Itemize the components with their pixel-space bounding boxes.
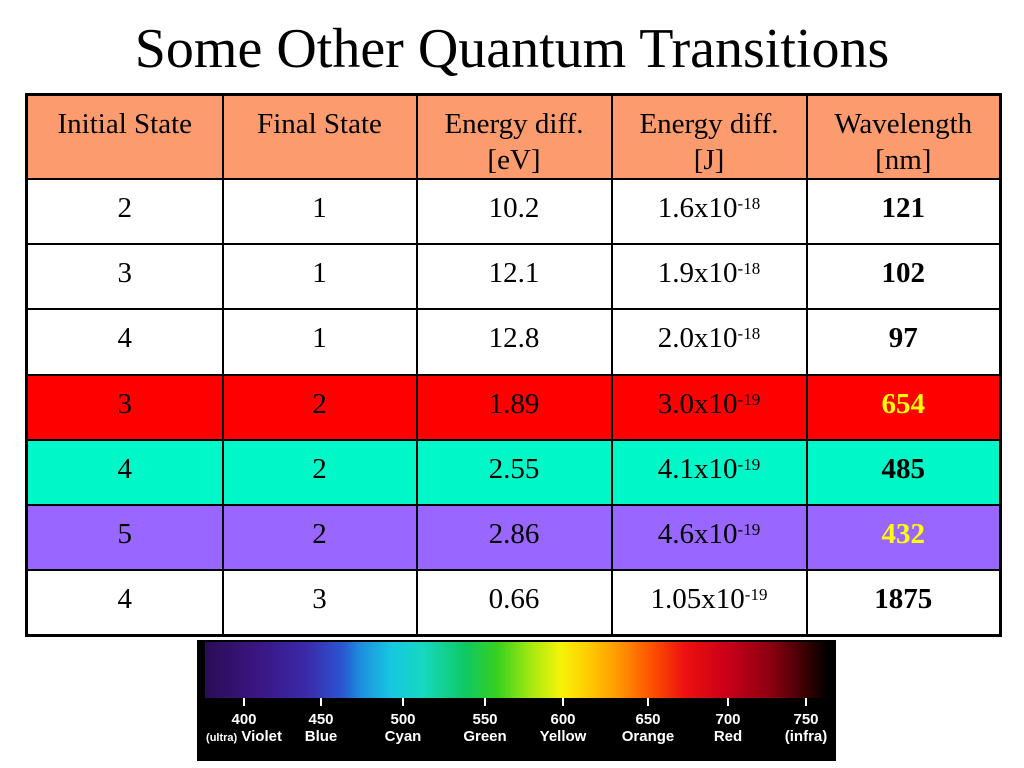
cell-wavelength: 654 <box>805 373 1002 441</box>
cell-final-state: 2 <box>221 504 418 572</box>
cell-wavelength: 102 <box>805 243 1002 311</box>
spectrum-label: 700 Red <box>713 711 743 745</box>
spectrum-tick <box>727 698 729 706</box>
spectrum-label: 650 Orange <box>621 711 675 745</box>
spectrum-gradient-bar <box>205 642 828 698</box>
table-row: 4 2 2.55 4.1x10-19 485 <box>25 438 1002 507</box>
cell-energy-ev: 2.55 <box>415 438 613 507</box>
table-row: 3 2 1.89 3.0x10-19 654 <box>25 373 1002 441</box>
cell-energy-ev: 0.66 <box>415 569 613 637</box>
cell-energy-j: 2.0x10-18 <box>610 308 808 376</box>
spectrum-label: 600 Yellow <box>539 711 587 745</box>
spectrum-label: 750 (infra) <box>784 711 828 745</box>
cell-energy-j: 1.05x10-19 <box>610 569 808 637</box>
table-row: 2 1 10.2 1.6x10-18 121 <box>25 177 1002 246</box>
spectrum-tick <box>484 698 486 706</box>
cell-energy-ev: 1.89 <box>415 373 613 441</box>
visible-spectrum: 400 (ultra) Violet 450 Blue 500 Cyan 550 Green 6… <box>197 640 836 761</box>
transitions-table: Initial State Final State Energy diff. [e… <box>25 93 1002 637</box>
cell-energy-j: 4.1x10-19 <box>610 438 808 507</box>
cell-final-state: 3 <box>221 569 418 637</box>
cell-initial-state: 4 <box>25 569 224 637</box>
cell-final-state: 1 <box>221 177 418 246</box>
spectrum-label: 500 Cyan <box>384 711 422 745</box>
spectrum-label: 450 Blue <box>304 711 338 745</box>
header-energy-ev: Energy diff. [eV] <box>415 93 613 180</box>
table-row: 4 3 0.66 1.05x10-19 1875 <box>25 569 1002 637</box>
cell-initial-state: 4 <box>25 438 224 507</box>
cell-energy-j: 1.6x10-18 <box>610 177 808 246</box>
spectrum-tick <box>805 698 807 706</box>
cell-energy-j: 4.6x10-19 <box>610 504 808 572</box>
table-row: 4 1 12.8 2.0x10-18 97 <box>25 308 1002 376</box>
table-header-row: Initial State Final State Energy diff. [e… <box>25 93 1002 180</box>
cell-energy-ev: 12.8 <box>415 308 613 376</box>
spectrum-tick <box>562 698 564 706</box>
table-row: 5 2 2.86 4.6x10-19 432 <box>25 504 1002 572</box>
spectrum-label: 400 (ultra) Violet <box>206 711 282 745</box>
page-title: Some Other Quantum Transitions <box>134 18 890 80</box>
cell-wavelength: 121 <box>805 177 1002 246</box>
header-final-state: Final State <box>221 93 418 180</box>
cell-wavelength: 432 <box>805 504 1002 572</box>
cell-initial-state: 3 <box>25 243 224 311</box>
cell-energy-ev: 12.1 <box>415 243 613 311</box>
cell-initial-state: 5 <box>25 504 224 572</box>
spectrum-tick <box>243 698 245 706</box>
cell-wavelength: 97 <box>805 308 1002 376</box>
header-wavelength: Wavelength [nm] <box>805 93 1002 180</box>
cell-initial-state: 4 <box>25 308 224 376</box>
cell-final-state: 2 <box>221 373 418 441</box>
table-row: 3 1 12.1 1.9x10-18 102 <box>25 243 1002 311</box>
cell-final-state: 1 <box>221 308 418 376</box>
header-initial-state: Initial State <box>25 93 224 180</box>
cell-energy-j: 3.0x10-19 <box>610 373 808 441</box>
spectrum-label: 550 Green <box>463 711 507 745</box>
cell-initial-state: 3 <box>25 373 224 441</box>
cell-initial-state: 2 <box>25 177 224 246</box>
cell-final-state: 2 <box>221 438 418 507</box>
cell-energy-ev: 10.2 <box>415 177 613 246</box>
cell-final-state: 1 <box>221 243 418 311</box>
cell-wavelength: 1875 <box>805 569 1002 637</box>
header-energy-j: Energy diff. [J] <box>610 93 808 180</box>
spectrum-tick <box>647 698 649 706</box>
spectrum-tick <box>402 698 404 706</box>
cell-energy-j: 1.9x10-18 <box>610 243 808 311</box>
cell-energy-ev: 2.86 <box>415 504 613 572</box>
cell-wavelength: 485 <box>805 438 1002 507</box>
spectrum-tick <box>320 698 322 706</box>
